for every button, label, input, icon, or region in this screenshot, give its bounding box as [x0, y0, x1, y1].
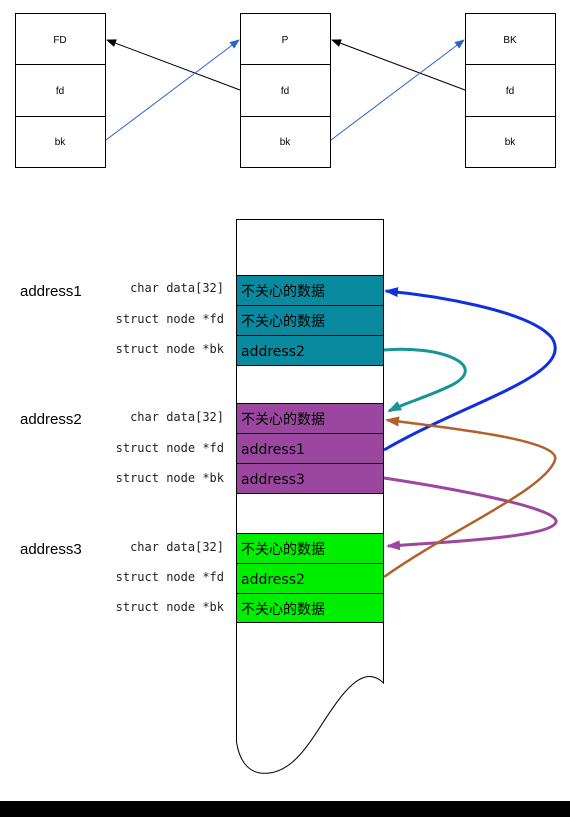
address3-label: address3	[20, 541, 82, 558]
arrow-address2-fd-to-address1	[383, 287, 557, 452]
address2-decl-fd: struct node *fd	[116, 441, 224, 455]
arrow-fd-bk-to-p	[105, 39, 240, 141]
bottom-bar	[0, 801, 570, 817]
address2-fd-cell	[236, 433, 384, 464]
node-bk-name: BK	[503, 35, 517, 46]
address1-bk-value: address2	[241, 344, 305, 360]
address3-fd-cell	[236, 563, 384, 594]
address2-label: address2	[20, 411, 82, 428]
node-p-cell-name	[240, 13, 331, 65]
node-bk-cell-fd	[465, 64, 556, 117]
address1-label: address1	[20, 283, 82, 300]
node-p: P fd bk	[240, 13, 331, 168]
address3-bk-cell	[236, 593, 384, 623]
node-fd: FD fd bk	[15, 13, 106, 168]
address2-data-value: 不关心的数据	[241, 412, 325, 428]
node-p-fd-label: fd	[281, 86, 289, 97]
node-fd-cell-bk	[15, 116, 106, 168]
address1-decl-data: char data[32]	[130, 281, 224, 295]
address1-decl-fd: struct node *fd	[116, 312, 224, 326]
address3-bk-value: 不关心的数据	[241, 602, 325, 618]
address3-block: 不关心的数据 address2 不关心的数据	[236, 533, 384, 623]
address2-block: 不关心的数据 address1 address3	[236, 403, 384, 494]
node-p-bk-label: bk	[280, 137, 292, 148]
address2-decl-data: char data[32]	[130, 410, 224, 424]
address1-data-value: 不关心的数据	[241, 284, 325, 300]
arrow-p-bk-to-bk	[330, 39, 465, 141]
node-bk: BK fd bk	[465, 13, 556, 168]
address2-decl-bk: struct node *bk	[116, 471, 225, 485]
arrow-p-fd-to-fd	[106, 39, 241, 91]
node-p-name: P	[282, 35, 289, 46]
node-fd-name: FD	[53, 35, 66, 46]
address3-decl-bk: struct node *bk	[116, 600, 225, 614]
arrow-address3-fd-to-address2	[383, 416, 557, 579]
address2-data-cell	[236, 403, 384, 434]
address2-fd-value: address1	[241, 442, 305, 458]
address3-decl-data: char data[32]	[130, 540, 224, 554]
address1-fd-cell	[236, 305, 384, 336]
address1-block: 不关心的数据 不关心的数据 address2	[236, 275, 384, 366]
node-bk-bk-label: bk	[505, 137, 517, 148]
address3-data-value: 不关心的数据	[241, 542, 325, 558]
node-fd-bk-label: bk	[55, 137, 67, 148]
address3-data-cell	[236, 533, 384, 564]
address1-bk-cell	[236, 335, 384, 366]
address1-fd-value: 不关心的数据	[241, 314, 325, 330]
arrow-bk-fd-to-p	[331, 39, 466, 91]
address2-bk-cell	[236, 463, 384, 494]
node-fd-cell-name	[15, 13, 106, 65]
node-p-cell-bk	[240, 116, 331, 168]
address3-fd-value: address2	[241, 572, 305, 588]
address2-bk-value: address3	[241, 472, 305, 488]
node-fd-cell-fd	[15, 64, 106, 117]
node-bk-cell-bk	[465, 116, 556, 168]
arrow-address1-bk-to-address2	[383, 347, 467, 413]
address1-decl-bk: struct node *bk	[116, 342, 225, 356]
address3-decl-fd: struct node *fd	[116, 570, 224, 584]
arrow-address2-bk-to-address3	[383, 476, 558, 551]
node-bk-fd-label: fd	[506, 86, 514, 97]
node-fd-fd-label: fd	[56, 86, 64, 97]
